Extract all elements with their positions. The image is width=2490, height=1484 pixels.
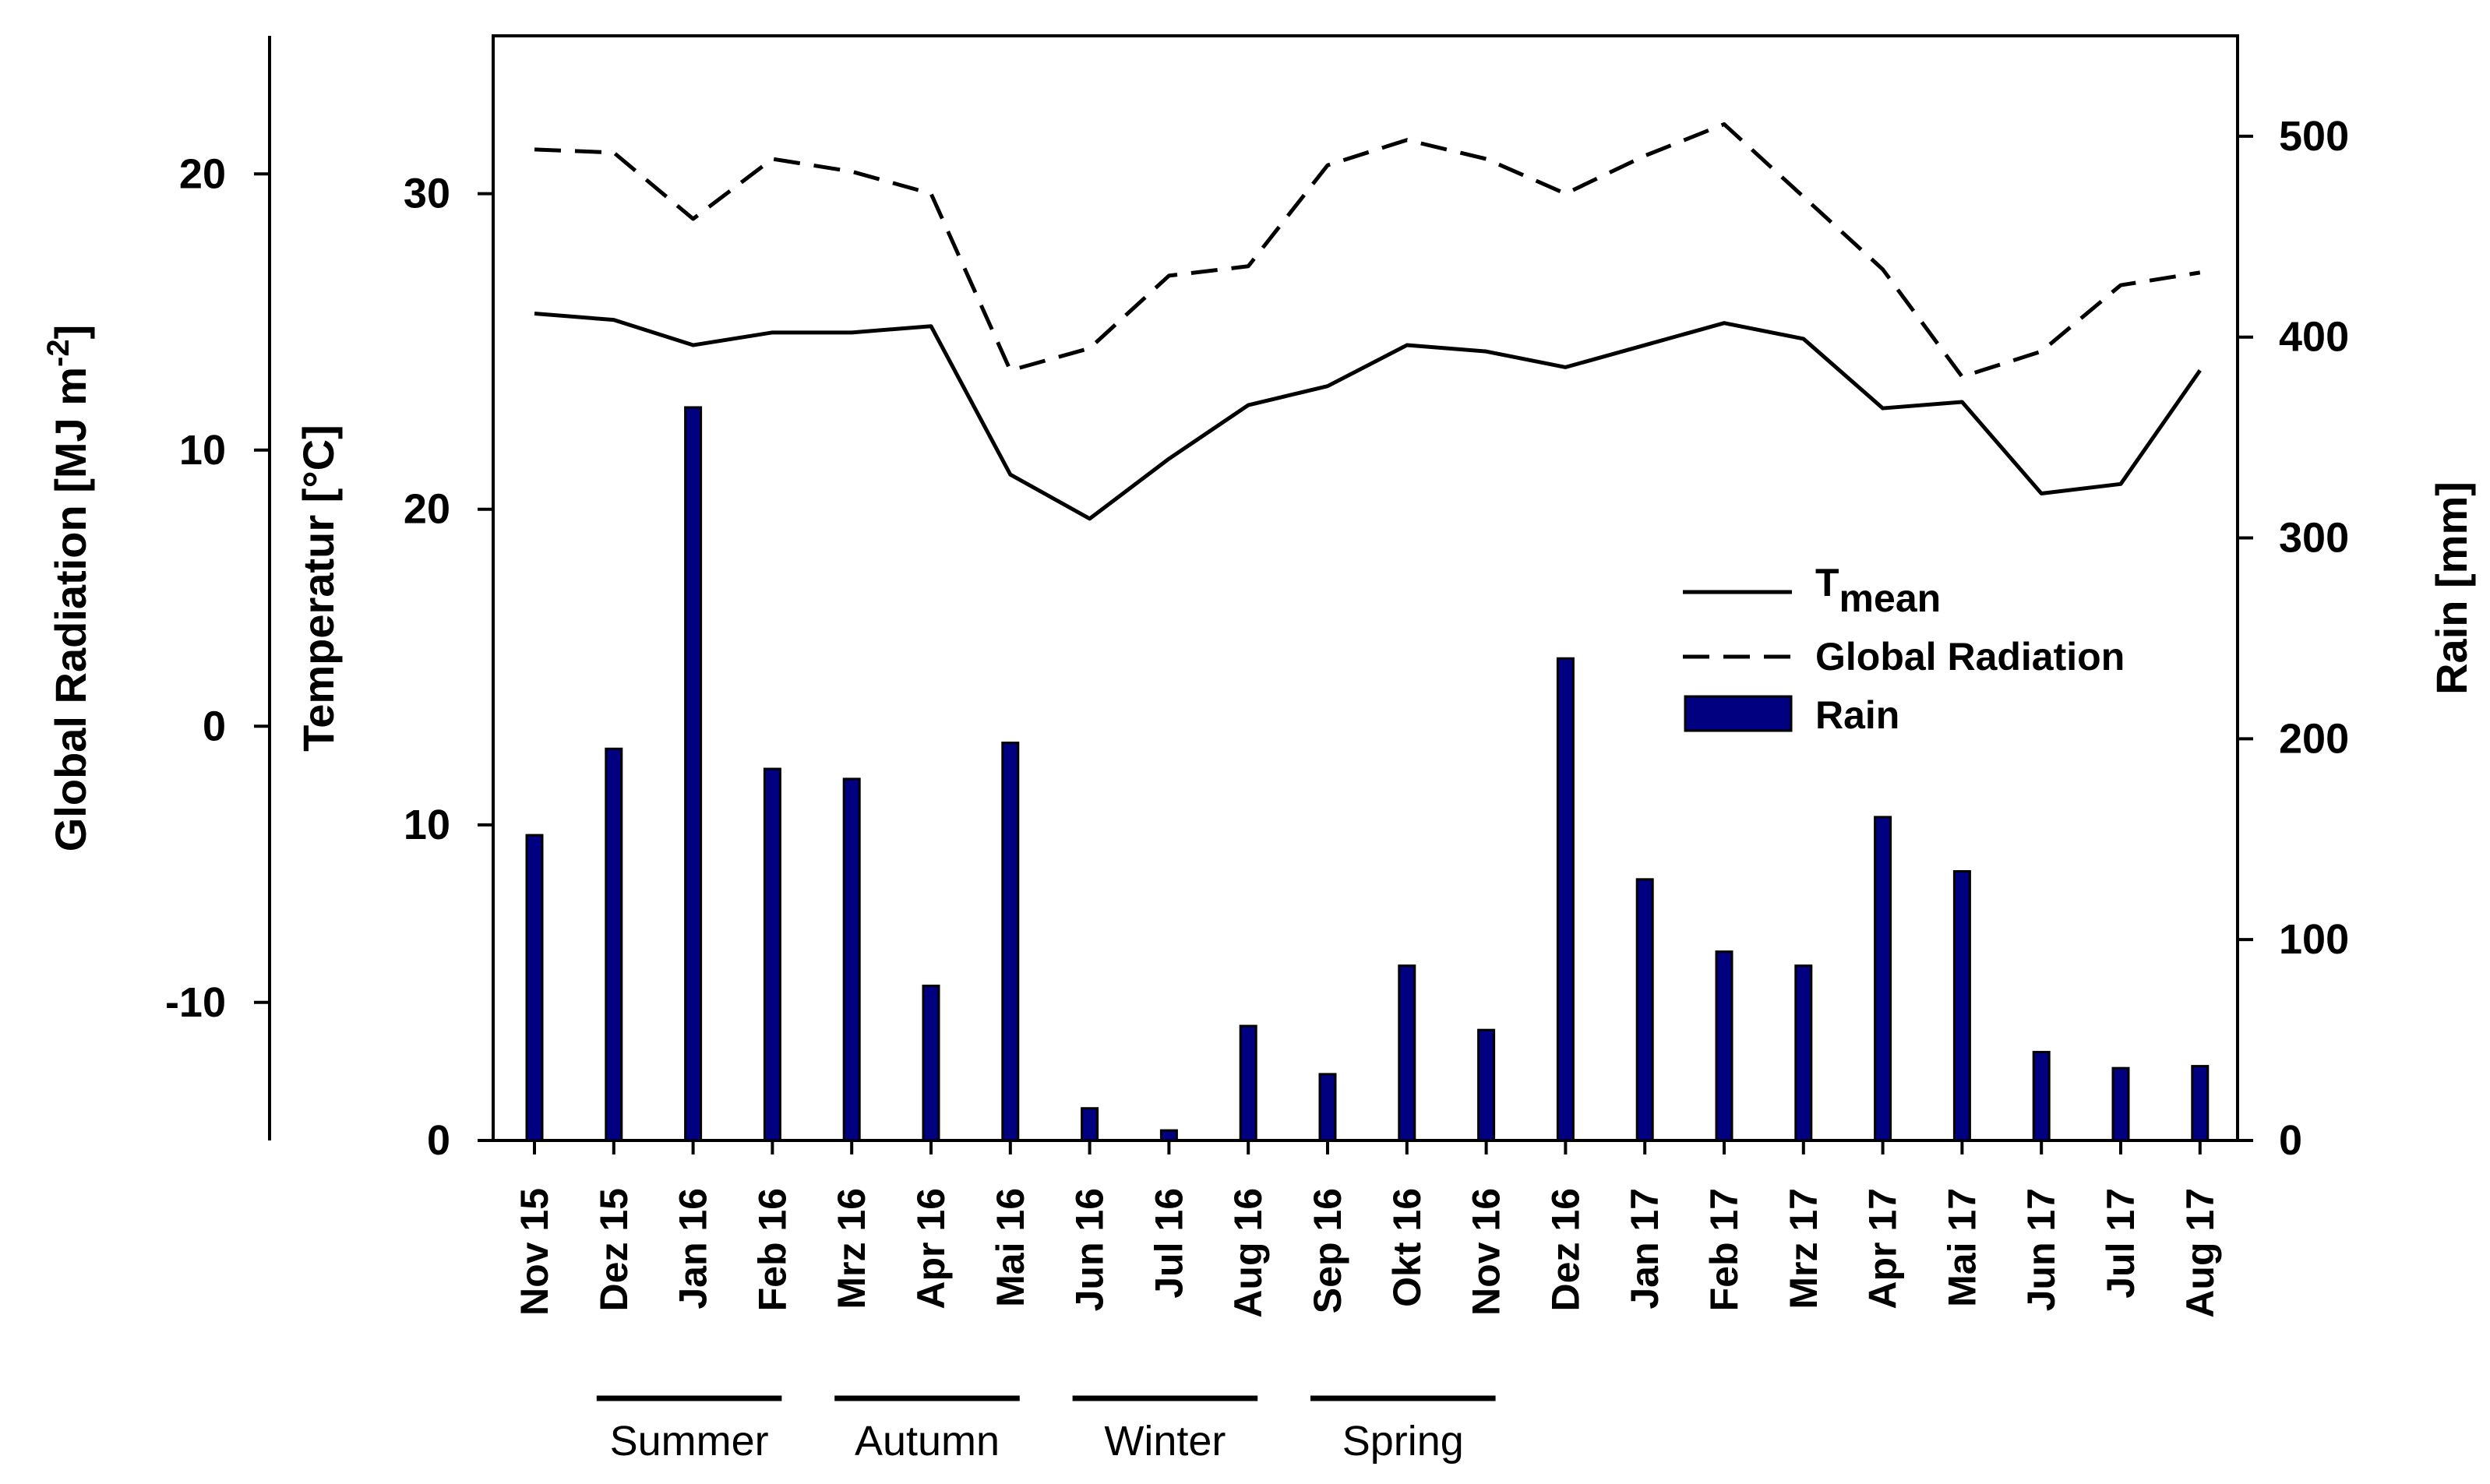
rain-bar [605, 747, 623, 1142]
radiation-tick-label: 10 [179, 427, 226, 474]
rain-bar [1635, 878, 1654, 1142]
rain-bar [1794, 964, 1813, 1142]
chart-marks [525, 122, 2210, 1142]
rain-tick-label: 0 [2279, 1117, 2302, 1164]
category-label: Aug 16 [1226, 1188, 1270, 1318]
plot-frame [492, 34, 2239, 1142]
rain-bar [1081, 1107, 1099, 1142]
temperature-tick-label: 0 [427, 1117, 450, 1164]
category-label: Aug 17 [2178, 1188, 2222, 1318]
category-label: Jan 17 [1623, 1188, 1666, 1310]
category-label: Jul 17 [2099, 1188, 2143, 1299]
legend-tmean-sub: mean [1839, 576, 1942, 620]
category-label: Jan 16 [672, 1188, 715, 1310]
rain-tick-label: 200 [2279, 715, 2349, 762]
radiation-tick-label: 0 [203, 703, 226, 749]
legend-rain-swatch [1684, 695, 1793, 732]
category-label: Apr 16 [909, 1188, 953, 1310]
season-brackets: Summer Autumn Winter Spring [596, 1395, 1496, 1465]
rain-bar [763, 767, 781, 1142]
rain-tick-label: 400 [2279, 314, 2349, 361]
rain-bar [1159, 1129, 1178, 1142]
category-label: Sep 16 [1306, 1188, 1349, 1313]
category-label: Dez 16 [1543, 1188, 1587, 1311]
legend-radiation-label: Global Radiation [1815, 635, 2125, 679]
category-label: Feb 17 [1702, 1188, 1746, 1311]
category-label: Mrz 17 [1782, 1188, 1825, 1310]
legend: Tmean Global Radiation Rain [1683, 561, 2125, 737]
rain-bar [842, 777, 861, 1142]
rain-axis-title: Rain [mm] [2427, 481, 2476, 695]
rain-bar [1239, 1024, 1257, 1142]
rain-bar [2191, 1065, 2210, 1142]
season-label: Spring [1342, 1418, 1464, 1465]
category-label: Dez 15 [592, 1188, 636, 1311]
radiation-axis-title-end: ] [46, 325, 95, 340]
rain-tick-label: 500 [2279, 113, 2349, 160]
rain-bar [1398, 964, 1416, 1142]
rain-bar [525, 834, 544, 1142]
category-labels: Nov 15 Dez 15 Jan 16 Feb 16 Mrz 16 Apr 16 Mai … [513, 1188, 2222, 1318]
rain-tick-label: 300 [2279, 515, 2349, 562]
category-label: Nov 15 [513, 1188, 556, 1316]
category-label: Feb 16 [750, 1188, 794, 1311]
rain-bar [1318, 1073, 1337, 1142]
temperature-tick-label: 20 [404, 486, 450, 533]
category-label: Mai 17 [1940, 1188, 1984, 1307]
season-label: Autumn [855, 1418, 1000, 1465]
category-label: Jul 16 [1147, 1188, 1190, 1299]
rain-bar [922, 984, 940, 1142]
legend-tmean-label: Tmean [1815, 561, 1941, 620]
temperature-tick-label: 10 [404, 802, 450, 848]
category-label: Nov 16 [1465, 1188, 1508, 1316]
category-label: Jun 17 [2019, 1188, 2063, 1311]
season-label: Winter [1104, 1418, 1226, 1465]
rain-bar [1952, 870, 1971, 1142]
temperature-axis-title: Temperatur [°C] [294, 425, 343, 752]
category-label: Mai 16 [989, 1188, 1032, 1307]
radiation-tick-label: -10 [165, 979, 226, 1026]
rain-bar [1715, 950, 1733, 1142]
radiation-axis-title: Global Radiation [MJ m-2] [41, 325, 95, 852]
category-label: Jun 16 [1068, 1188, 1112, 1311]
temperature-tick-label: 30 [404, 171, 450, 217]
rain-bar [1001, 742, 1020, 1142]
radiation-axis-title-sup: -2 [41, 339, 76, 367]
rain-bar [684, 406, 703, 1142]
rain-bar [1477, 1028, 1496, 1142]
legend-rain-label: Rain [1815, 693, 1899, 737]
tmean-line [534, 312, 2202, 521]
rain-bar [1556, 657, 1575, 1142]
rain-bar [1874, 816, 1892, 1142]
rain-tick-label: 100 [2279, 916, 2349, 963]
season-label: Summer [610, 1418, 769, 1465]
radiation-tick-label: 20 [179, 150, 226, 197]
legend-tmean-main: T [1815, 561, 1839, 605]
category-label: Okt 16 [1385, 1188, 1429, 1307]
rain-bar [2111, 1066, 2130, 1142]
radiation-axis-title-main: Global Radiation [MJ m [46, 367, 95, 851]
rain-bar [2032, 1051, 2051, 1142]
category-label: Mrz 16 [830, 1188, 873, 1310]
category-label: Apr 17 [1861, 1188, 1905, 1310]
global-radiation-line [534, 122, 2201, 379]
